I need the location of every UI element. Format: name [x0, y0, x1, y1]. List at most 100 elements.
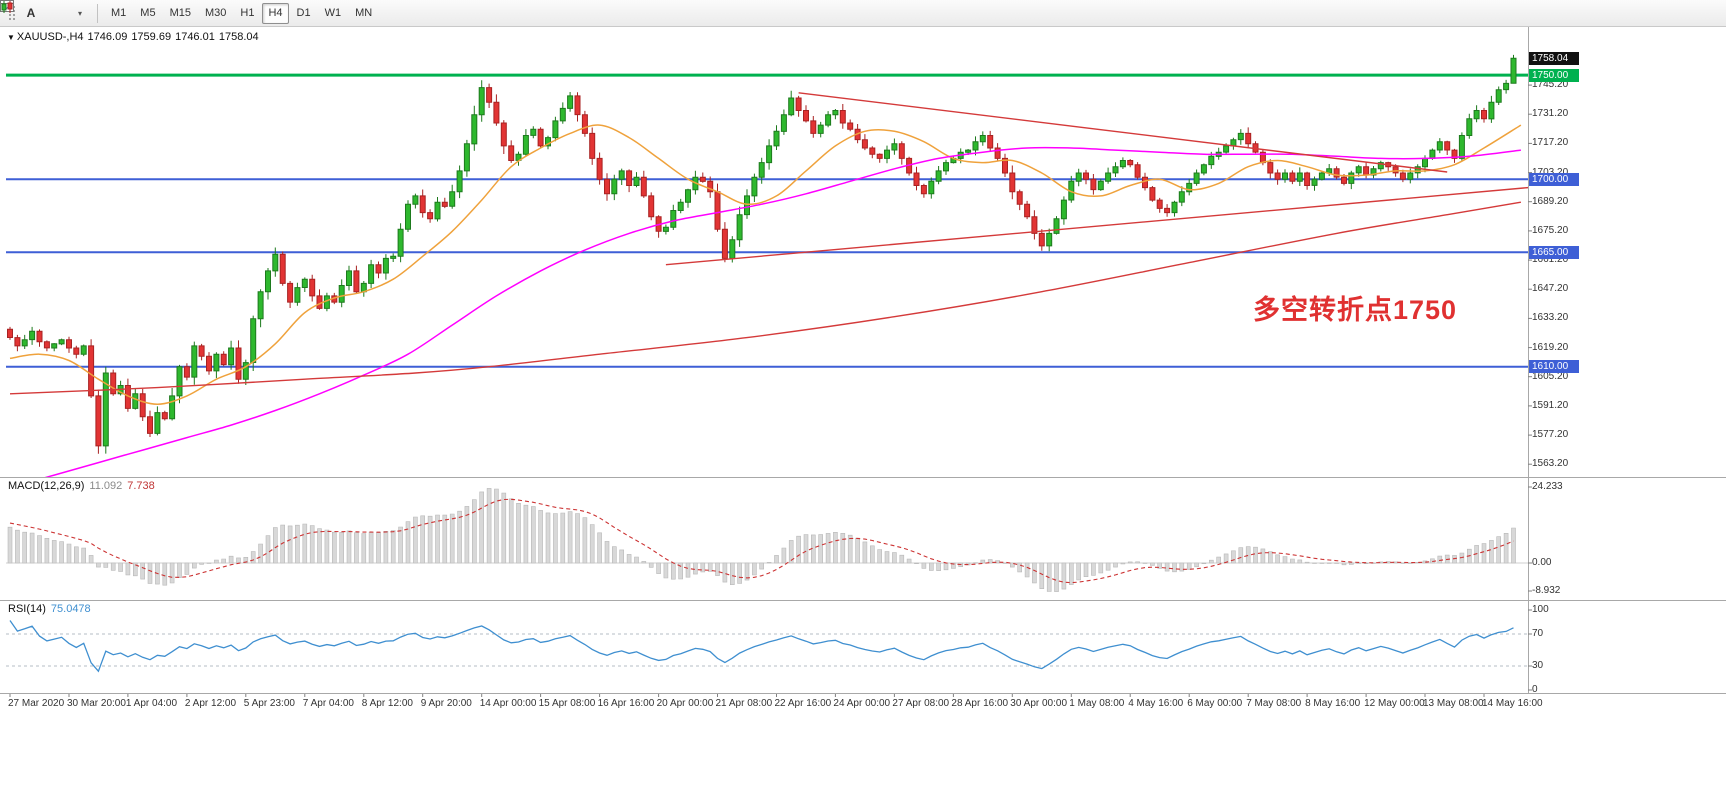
timeframe-button-m15[interactable]: M15	[164, 3, 197, 24]
horizontal-level-lines[interactable]	[6, 73, 1528, 368]
time-label: 14 Apr 00:00	[479, 698, 537, 709]
time-label: 8 Apr 12:00	[361, 698, 413, 709]
rsi-value: 75.0478	[50, 603, 91, 615]
time-label: 30 Mar 20:00	[67, 698, 126, 709]
price-tick-label: 1703.20	[1532, 167, 1568, 178]
rsi-layer	[6, 620, 1528, 673]
timeframe-button-h4[interactable]: H4	[262, 2, 289, 24]
toolbar: A ▾ M1 M5 M15 M30 H1 H4 D1 W1 MN	[0, 0, 1726, 27]
rsi-scale-label: 30	[1532, 660, 1544, 671]
time-label: 14 May 16:00	[1482, 698, 1543, 709]
price-tick-label: 1689.20	[1532, 195, 1569, 207]
price-tick-label: 1591.20	[1532, 399, 1569, 411]
timeframe-button-mn[interactable]: MN	[349, 3, 378, 24]
chart-template-button[interactable]	[0, 0, 66, 24]
price-tick-label: 1647.20	[1532, 283, 1569, 295]
macd-value-signal: 7.738	[127, 480, 155, 492]
time-label: 15 Apr 08:00	[538, 698, 596, 709]
time-label: 22 Apr 16:00	[774, 698, 832, 709]
macd-label: MACD(12,26,9) 11.092 7.738	[8, 480, 155, 492]
price-tick-label: 1633.20	[1532, 312, 1569, 324]
time-label: 21 Apr 08:00	[715, 698, 773, 709]
pane-separators	[0, 27, 1726, 694]
candles-layer	[7, 54, 1517, 454]
level-price-label[interactable]: 1750.00	[1529, 68, 1579, 82]
text-tool-button[interactable]: A	[20, 3, 42, 24]
time-label: 8 May 16:00	[1305, 698, 1361, 709]
price-tick-label: 1577.20	[1532, 429, 1569, 441]
rsi-scale-label: 100	[1532, 604, 1549, 615]
timeframe-button-m5[interactable]: M5	[134, 3, 161, 24]
macd-signal-line	[9, 498, 1514, 584]
price-tick-label: 1717.20	[1532, 137, 1569, 149]
chevron-down-icon: ▼	[7, 33, 15, 42]
timeframe-button-h1[interactable]: H1	[234, 3, 260, 24]
time-label: 4 May 16:00	[1128, 698, 1184, 709]
macd-scale-label: 24.233	[1532, 481, 1563, 492]
price-tick-label: 1563.20	[1532, 458, 1569, 470]
time-label: 6 May 00:00	[1187, 698, 1243, 709]
time-label: 1 May 08:00	[1069, 698, 1125, 709]
time-label: 7 May 08:00	[1246, 698, 1302, 709]
indicators-button[interactable]: ▾	[1, 1, 90, 24]
time-label: 27 Mar 2020	[8, 698, 65, 709]
timeframe-button-d1[interactable]: D1	[291, 3, 317, 24]
caret-down-icon: ▾	[77, 8, 82, 18]
macd-scale-label: -8.932	[1532, 585, 1561, 596]
rsi-pane[interactable]	[0, 601, 1528, 693]
price-tick-label: 1605.20	[1532, 370, 1569, 382]
symbol-header[interactable]: ▼ XAUUSD-,H4 1746.09 1759.69 1746.01 1758.04	[7, 31, 263, 43]
time-label: 24 Apr 00:00	[833, 698, 891, 709]
price-tick-label: 1731.20	[1532, 108, 1569, 120]
rsi-label: RSI(14) 75.0478	[8, 603, 91, 615]
time-label: 13 May 08:00	[1423, 698, 1484, 709]
time-label: 9 Apr 20:00	[420, 698, 472, 709]
time-label: 7 Apr 04:00	[302, 698, 354, 709]
time-label: 30 Apr 00:00	[1010, 698, 1068, 709]
price-pane[interactable]	[0, 27, 1528, 477]
price-tick-label: 1661.20	[1532, 254, 1569, 266]
toolbar-grip[interactable]	[8, 5, 15, 21]
ascending-trendline[interactable]	[665, 186, 1528, 266]
rsi-line	[9, 620, 1514, 673]
level-price-label[interactable]: 1665.00	[1529, 245, 1579, 259]
current-price-label: 1758.04	[1529, 51, 1579, 65]
toolbar-separator	[97, 3, 98, 23]
level-price-label[interactable]: 1700.00	[1529, 172, 1579, 186]
timeframe-button-w1[interactable]: W1	[319, 3, 348, 24]
macd-pane[interactable]	[0, 478, 1528, 600]
time-label: 20 Apr 00:00	[656, 698, 714, 709]
time-label: 16 Apr 16:00	[597, 698, 655, 709]
rsi-scale-label: 70	[1532, 628, 1544, 639]
time-label: 2 Apr 12:00	[184, 698, 237, 709]
time-label: 28 Apr 16:00	[951, 698, 1009, 709]
ma-fast-orange[interactable]	[9, 124, 1522, 405]
text-tool-label: A	[26, 6, 36, 20]
time-label: 27 Apr 08:00	[892, 698, 950, 709]
ma-slow-red[interactable]	[9, 201, 1522, 395]
time-label: 12 May 00:00	[1364, 698, 1425, 709]
ma-mid-magenta[interactable]	[10, 146, 1521, 488]
macd-value-main: 11.092	[89, 480, 123, 492]
price-tick-label: 1745.20	[1532, 79, 1569, 91]
macd-layer	[6, 488, 1528, 592]
rsi-scale-label: 0	[1532, 684, 1538, 695]
axis-tick-marks	[9, 84, 1532, 697]
timeframe-button-m1[interactable]: M1	[105, 3, 132, 24]
price-tick-label: 1619.20	[1532, 341, 1569, 353]
chart-annotation-text: 多空转折点1750	[1253, 295, 1458, 325]
timeframe-button-m30[interactable]: M30	[199, 3, 232, 24]
rsi-name: RSI(14)	[8, 603, 46, 615]
ohlc-low: 1746.01	[175, 31, 215, 43]
candles-icon	[1, 1, 13, 13]
ohlc-close: 1758.04	[218, 31, 259, 43]
macd-name: MACD(12,26,9)	[8, 480, 85, 492]
time-label: 5 Apr 23:00	[243, 698, 295, 709]
macd-scale-label: 0.00	[1532, 557, 1552, 568]
symbol-name: XAUUSD-,H4	[16, 31, 84, 43]
ohlc-open: 1746.09	[87, 31, 128, 43]
descending-trendline[interactable]	[798, 92, 1448, 173]
level-price-label[interactable]: 1610.00	[1529, 360, 1579, 374]
macd-histogram	[7, 488, 1516, 592]
